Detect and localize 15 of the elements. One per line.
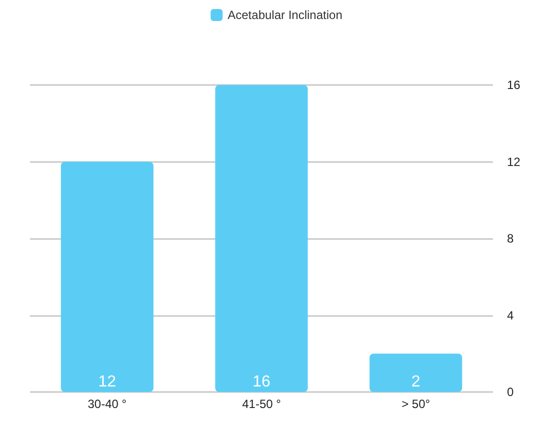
- x-tick-label: 41-50 °: [242, 397, 282, 411]
- data-label: 12: [98, 374, 116, 390]
- data-label: 2: [411, 374, 420, 390]
- y-tick-label: 8: [507, 232, 514, 246]
- y-tick-label: 4: [507, 308, 514, 322]
- bar: [60, 162, 154, 392]
- legend-label: Acetabular Inclination: [228, 8, 342, 22]
- x-tick-label: 30-40 °: [88, 397, 127, 411]
- bar: [370, 354, 462, 392]
- y-tick-label: 12: [507, 154, 521, 169]
- bar: [215, 85, 308, 392]
- y-tick-label: 16: [507, 78, 521, 92]
- y-tick-label: 0: [507, 385, 514, 399]
- data-label: 16: [252, 374, 270, 390]
- x-tick-label: > 50°: [402, 397, 430, 411]
